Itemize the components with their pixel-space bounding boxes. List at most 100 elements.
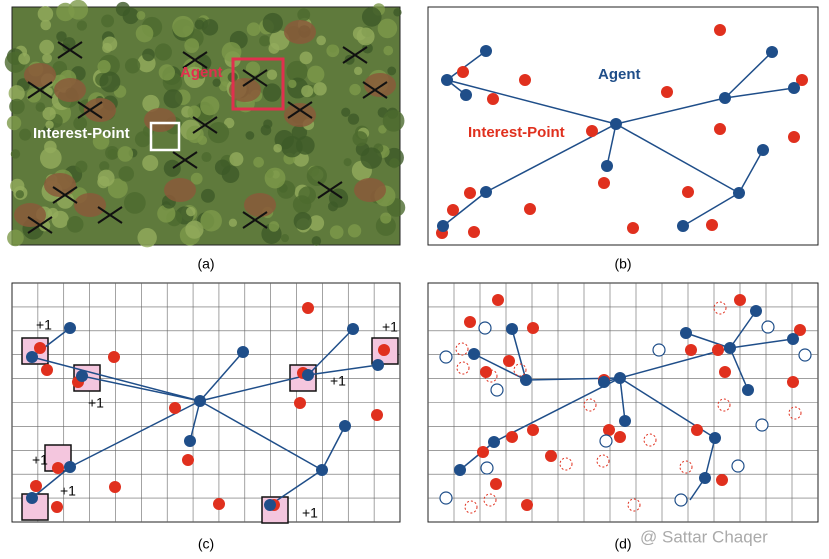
tree (306, 165, 327, 186)
drone (242, 211, 268, 229)
tree (75, 160, 88, 173)
drone (77, 101, 103, 119)
agent (601, 160, 613, 172)
tree (184, 38, 200, 54)
agent-label: Agent (180, 64, 223, 81)
agent (339, 420, 351, 432)
interest-point (712, 344, 724, 356)
interest-point (627, 222, 639, 234)
tree (142, 48, 155, 62)
watermark: @ Sattar Chaqer (640, 527, 768, 546)
agent (619, 415, 631, 427)
tree (200, 96, 220, 116)
caption: (d) (614, 536, 631, 552)
interest-point (51, 501, 63, 513)
tree (56, 31, 67, 42)
link (81, 375, 201, 402)
interest-point (213, 498, 225, 510)
link (307, 328, 354, 376)
drone (362, 81, 388, 99)
tree (200, 209, 222, 232)
tree (56, 2, 75, 22)
tree (389, 158, 400, 169)
previous-interest-point (717, 398, 731, 412)
link (446, 79, 617, 125)
tree (341, 107, 351, 117)
link (199, 400, 323, 471)
agent (699, 472, 711, 484)
previous-interest-point (559, 457, 573, 471)
reward-label: +1 (302, 505, 318, 521)
tree (107, 148, 118, 159)
interest-point (661, 86, 673, 98)
link (729, 310, 757, 349)
tree (377, 18, 398, 39)
caption: (b) (614, 256, 631, 272)
panel-b: Agent Interest-Point (427, 6, 819, 246)
agent (598, 376, 610, 388)
tree (273, 143, 282, 153)
tree (163, 89, 183, 109)
tree (380, 212, 392, 224)
tree (187, 105, 201, 119)
interest-point (477, 446, 489, 458)
link (724, 87, 795, 99)
previous-agent (761, 320, 775, 334)
tree (117, 146, 134, 162)
agent (460, 89, 472, 101)
tree (172, 15, 194, 38)
link (729, 347, 749, 391)
agent-label: Agent (598, 66, 641, 83)
tree (9, 98, 25, 115)
tree (329, 225, 344, 240)
tree (157, 204, 176, 223)
clearing (229, 78, 261, 102)
agent (372, 359, 384, 371)
drone (172, 151, 198, 169)
tree (383, 45, 394, 56)
drone (27, 216, 53, 234)
interest-point (457, 66, 469, 78)
interest-point (109, 481, 121, 493)
previous-interest-point (455, 342, 469, 356)
interest-point (490, 478, 502, 490)
tree (186, 206, 196, 217)
tree (7, 229, 24, 247)
tree (66, 216, 84, 233)
link (619, 347, 731, 379)
link (724, 51, 773, 99)
tree (18, 52, 31, 65)
tree (19, 128, 32, 141)
reward-label: +1 (36, 317, 52, 333)
drone (27, 81, 53, 99)
tree (207, 121, 230, 144)
tree (393, 8, 402, 17)
interest-point (371, 409, 383, 421)
interest-point (464, 187, 476, 199)
interest-point (492, 294, 504, 306)
agent (480, 186, 492, 198)
link (606, 123, 617, 167)
interest-point (685, 344, 697, 356)
interest-point (52, 462, 64, 474)
tree (47, 207, 59, 220)
interest-point (182, 454, 194, 466)
agent-box (231, 57, 285, 111)
previous-agent (731, 459, 745, 473)
link (729, 338, 794, 349)
agent (766, 46, 778, 58)
drone (287, 101, 313, 119)
tree (228, 218, 238, 227)
previous-interest-point (483, 493, 497, 507)
tree (194, 19, 205, 30)
tree (301, 85, 314, 98)
agent (302, 369, 314, 381)
tree (266, 69, 278, 80)
tree (353, 66, 363, 76)
agent (454, 464, 466, 476)
tree (97, 60, 111, 74)
drone (97, 206, 123, 224)
link (615, 123, 740, 194)
tree (260, 124, 272, 136)
agent (347, 323, 359, 335)
